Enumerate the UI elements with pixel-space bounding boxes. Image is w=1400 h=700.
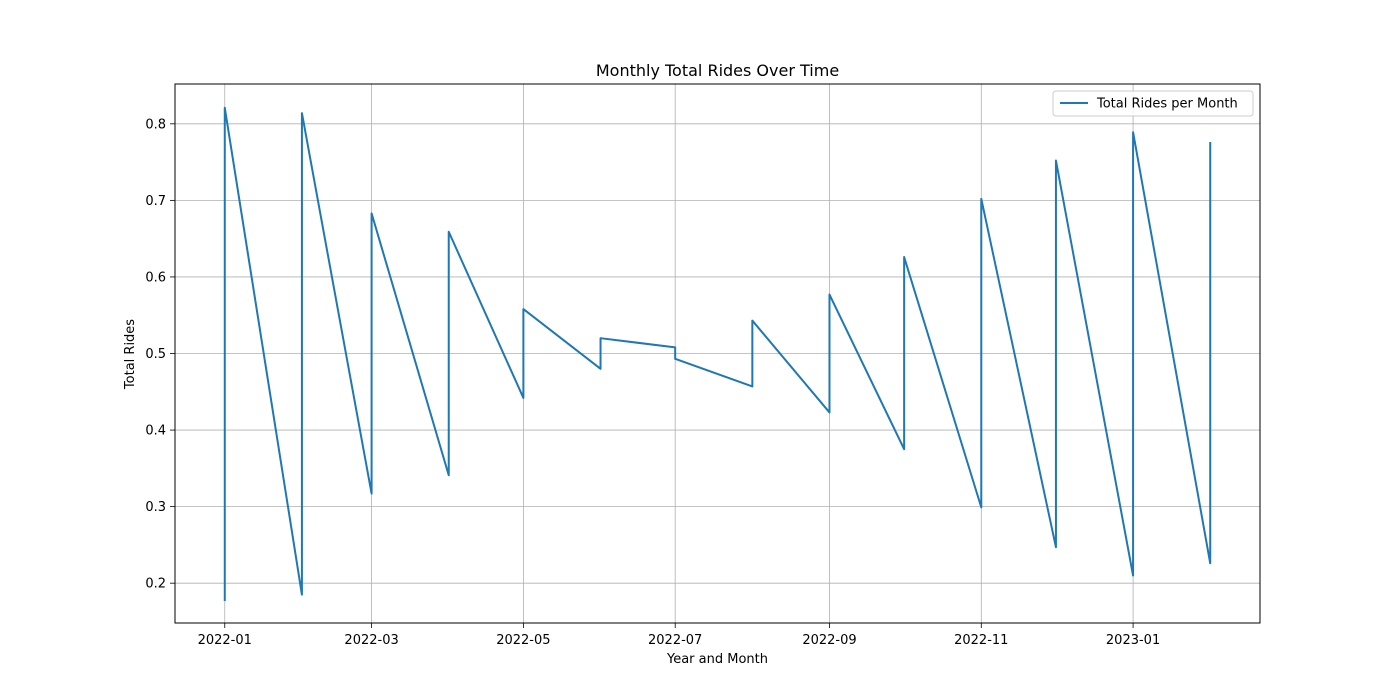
y-tick-label: 0.2 [145, 577, 166, 592]
x-tick-label: 2022-03 [344, 633, 398, 648]
y-tick-label: 0.5 [145, 347, 166, 362]
y-tick-label: 0.7 [145, 194, 166, 209]
y-axis-label: Total Rides [123, 319, 138, 390]
y-tick-label: 0.6 [145, 270, 166, 285]
y-tick-label: 0.4 [145, 424, 166, 439]
x-tick-label: 2022-05 [496, 633, 550, 648]
ticks-layer: 2022-01 2022-03 2022-05 2022-07 2022-09 2022-… [145, 117, 1160, 648]
x-tick-label: 2022-07 [648, 633, 702, 648]
series-line [223, 106, 1212, 602]
legend-label: Total Rides per Month [1096, 97, 1238, 112]
x-tick-label: 2022-11 [954, 633, 1008, 648]
legend: Total Rides per Month [1052, 90, 1254, 117]
series-layer [223, 106, 1212, 602]
legend-box [1052, 90, 1254, 117]
y-tick-label: 0.8 [145, 117, 166, 132]
x-axis-label: Year and Month [666, 652, 768, 667]
x-tick-label: 2022-01 [198, 633, 252, 648]
y-tick-label: 0.3 [145, 500, 166, 515]
x-tick-label: 2023-01 [1106, 633, 1160, 648]
chart-title: Monthly Total Rides Over Time [596, 61, 839, 80]
x-tick-label: 2022-09 [802, 633, 856, 648]
